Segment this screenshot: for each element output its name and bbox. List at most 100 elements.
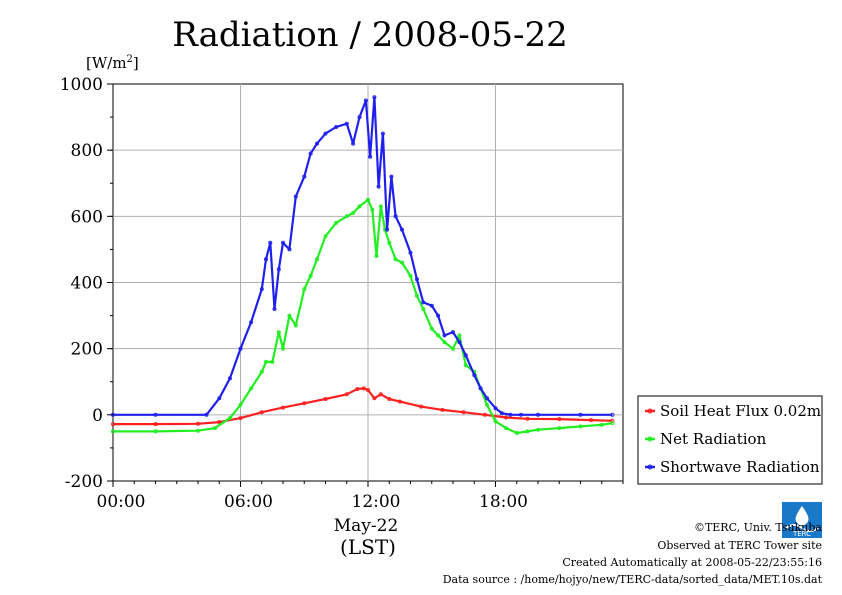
legend-items: Soil Heat Flux 0.02m Net Radiation Shortwa… [645, 402, 821, 476]
data-point [387, 240, 392, 245]
data-point [287, 313, 292, 318]
y-tick-label: 200 [71, 340, 103, 360]
data-point [610, 418, 615, 423]
data-point [238, 416, 243, 421]
data-point [217, 420, 222, 425]
legend-box [637, 395, 823, 485]
y-tick-label: 400 [71, 274, 103, 294]
data-point [493, 419, 498, 424]
data-point [370, 207, 375, 212]
data-point [365, 387, 370, 392]
data-point [525, 429, 530, 434]
data-point [344, 121, 349, 126]
legend-marker [647, 464, 653, 470]
data-point [461, 410, 466, 415]
data-point [259, 410, 264, 415]
data-point [227, 376, 232, 381]
legend: Soil Heat Flux 0.02m Net Radiation Shortwa… [637, 395, 823, 485]
x-axis-ticks: 00:00 06:00 12:00 18:00 [97, 481, 624, 512]
data-point [463, 353, 468, 358]
data-point [408, 273, 413, 278]
data-point [436, 333, 441, 338]
data-point [111, 412, 116, 417]
data-point [227, 416, 232, 421]
data-point [276, 267, 281, 272]
data-point [351, 210, 356, 215]
data-point [478, 386, 483, 391]
logo-text: TERC [792, 530, 811, 538]
data-point [308, 151, 313, 156]
data-point [419, 404, 424, 409]
data-point [272, 306, 277, 311]
x-tick-label: 12:00 [352, 492, 401, 512]
data-point [414, 293, 419, 298]
data-point [519, 412, 524, 417]
data-point [389, 174, 394, 179]
data-point [450, 346, 455, 351]
data-point [153, 429, 158, 434]
legend-marker [647, 408, 653, 414]
data-point [344, 214, 349, 219]
data-point [442, 333, 447, 338]
data-point [280, 346, 285, 351]
data-point [499, 411, 504, 416]
x-tick-label: 00:00 [97, 492, 146, 512]
data-point [397, 399, 402, 404]
data-point [355, 386, 360, 391]
data-point [302, 287, 307, 292]
data-point [334, 220, 339, 225]
data-point [378, 392, 383, 397]
data-point [376, 184, 381, 189]
data-point [440, 407, 445, 412]
series-line-2 [113, 96, 613, 416]
data-point [195, 428, 200, 433]
chart-title: Radiation / 2008-05-22 [172, 15, 568, 55]
data-point [357, 115, 362, 120]
data-point [380, 131, 385, 136]
data-point [111, 422, 116, 427]
data-point [249, 320, 254, 325]
data-point [293, 323, 298, 328]
data-point [344, 392, 349, 397]
data-point [361, 386, 366, 391]
data-point [493, 406, 498, 411]
data-point [259, 369, 264, 374]
data-point [429, 303, 434, 308]
data-point [212, 426, 217, 431]
data-point [536, 427, 541, 432]
series-line-1 [113, 198, 613, 435]
data-point [302, 401, 307, 406]
data-point [450, 330, 455, 335]
data-point [268, 240, 273, 245]
data-point [399, 227, 404, 232]
data-point [387, 396, 392, 401]
data-point [463, 363, 468, 368]
y-tick-label: -200 [65, 472, 103, 492]
data-point [363, 98, 368, 103]
data-point [238, 402, 243, 407]
data-point [153, 412, 158, 417]
data-point [429, 326, 434, 331]
data-point [249, 386, 254, 391]
data-point [323, 131, 328, 136]
date-label: May-22 [334, 516, 399, 536]
data-point [323, 396, 328, 401]
data-point [442, 340, 447, 345]
data-point [334, 125, 339, 130]
legend-marker [647, 436, 653, 442]
data-point [472, 373, 477, 378]
data-point [276, 330, 281, 335]
data-point [351, 141, 356, 146]
terc-logo: TERC [782, 502, 822, 538]
data-point [238, 346, 243, 351]
data-point [372, 396, 377, 401]
data-point [323, 234, 328, 239]
data-point [610, 412, 615, 417]
observed-text: Observed at TERC Tower site [657, 539, 822, 552]
data-point [421, 306, 426, 311]
data-point [259, 287, 264, 292]
data-point [308, 273, 313, 278]
data-point [504, 415, 509, 420]
data-point [393, 214, 398, 219]
data-point [557, 417, 562, 422]
